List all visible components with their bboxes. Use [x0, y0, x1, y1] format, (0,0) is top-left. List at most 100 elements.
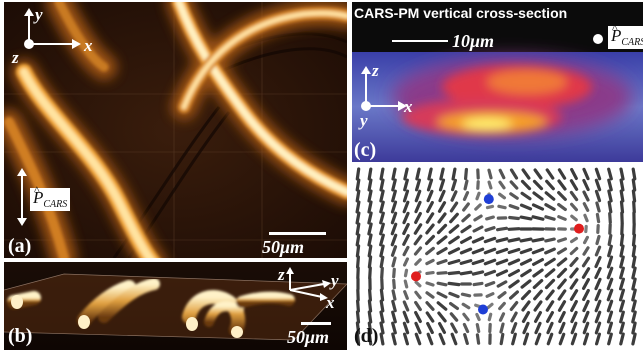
director-rod	[631, 167, 637, 181]
director-rod	[544, 191, 556, 201]
director-rod	[413, 223, 423, 235]
director-rod	[448, 291, 460, 299]
director-rod	[570, 332, 578, 346]
director-rod	[582, 202, 590, 212]
director-rod	[595, 332, 601, 346]
director-rod	[557, 202, 567, 212]
director-rod	[367, 189, 373, 203]
director-rod	[367, 310, 373, 324]
director-rod	[472, 281, 484, 287]
director-rod	[436, 301, 448, 311]
director-rod	[594, 299, 602, 313]
director-rod	[619, 277, 625, 291]
director-rod	[483, 269, 497, 277]
director-rod	[521, 311, 531, 323]
panel-b-image: z y x 50μm (b)	[4, 262, 347, 350]
director-rod	[459, 235, 473, 245]
director-rod	[484, 226, 496, 232]
director-rod	[390, 200, 398, 214]
director-rod	[355, 299, 361, 313]
director-rod	[471, 258, 485, 266]
director-rod	[569, 278, 579, 290]
director-rod	[450, 322, 458, 334]
director-rod	[426, 178, 434, 192]
director-rod	[533, 300, 543, 312]
defect-point	[574, 223, 584, 234]
panel-a-fluorescence	[4, 2, 347, 258]
director-rod	[557, 168, 567, 180]
director-rod	[570, 214, 578, 222]
director-rod	[519, 215, 533, 221]
director-field-svg	[355, 167, 637, 346]
director-rod	[379, 321, 385, 335]
director-rod	[403, 167, 409, 181]
director-rod	[379, 189, 385, 203]
director-rod	[460, 292, 472, 298]
director-rod	[558, 321, 566, 335]
director-rod	[532, 179, 544, 191]
director-rod	[507, 227, 521, 231]
director-rod	[414, 189, 422, 203]
director-rod	[426, 321, 434, 335]
director-rod	[570, 321, 578, 335]
director-rod	[631, 332, 637, 346]
director-rod	[507, 237, 521, 243]
director-rod	[475, 312, 481, 322]
director-rod	[463, 167, 469, 181]
director-rod	[498, 180, 506, 190]
director-rod	[367, 233, 373, 247]
director-rod	[438, 178, 446, 192]
director-rod	[475, 191, 481, 201]
director-rod	[437, 201, 447, 213]
director-rod	[436, 246, 448, 256]
director-rod	[402, 245, 410, 257]
director-rod	[379, 167, 385, 181]
director-rod	[402, 189, 410, 203]
director-rod	[533, 168, 543, 180]
director-rod	[594, 189, 602, 203]
director-rod	[569, 190, 579, 202]
director-rod	[631, 244, 637, 258]
director-rod	[594, 321, 602, 335]
director-rod	[355, 222, 361, 236]
director-rod	[507, 258, 521, 266]
director-rod	[619, 310, 625, 324]
director-rod	[391, 321, 397, 335]
director-rod	[498, 301, 506, 311]
panel-c-image: CARS-PM vertical cross-section 10μm PCAR…	[352, 2, 643, 162]
director-rod	[607, 189, 613, 203]
director-rod	[402, 310, 410, 324]
director-rod	[531, 237, 545, 243]
director-rod	[608, 211, 612, 225]
director-rod	[495, 237, 509, 243]
director-rod	[461, 213, 471, 223]
director-rod	[557, 215, 567, 221]
director-rod	[533, 289, 543, 301]
director-rod	[471, 247, 485, 255]
director-rod	[594, 167, 602, 181]
director-rod	[546, 332, 554, 346]
director-rod	[391, 332, 397, 346]
panel-b-label: (b)	[8, 325, 33, 347]
director-rod	[472, 225, 484, 233]
director-rod	[437, 311, 447, 323]
director-rod	[519, 203, 533, 211]
director-rod	[391, 289, 397, 301]
director-rod	[619, 288, 625, 302]
director-rod	[557, 300, 567, 312]
director-rod	[557, 179, 567, 191]
director-rod	[581, 256, 591, 268]
director-rod	[520, 179, 532, 191]
axis-x-label: x	[84, 36, 93, 55]
director-rod	[403, 279, 409, 289]
director-rod	[558, 310, 566, 324]
director-rod	[532, 268, 544, 278]
panel-a-image: y x z PCARS ^ 50μm (a)	[4, 2, 347, 258]
director-rod	[459, 270, 473, 276]
director-rod	[415, 167, 421, 181]
director-rod	[449, 201, 459, 213]
director-rod	[496, 280, 508, 288]
director-rod	[557, 289, 567, 301]
director-rod	[436, 281, 448, 287]
director-rod	[447, 258, 461, 266]
